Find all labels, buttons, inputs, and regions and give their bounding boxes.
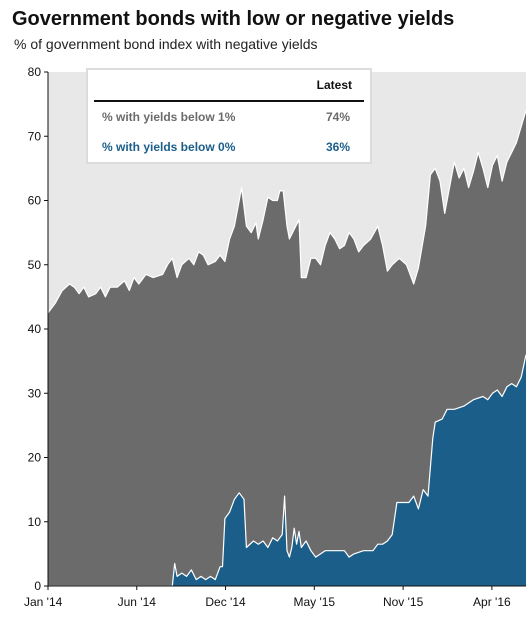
x-tick-label: Dec '14: [205, 595, 246, 609]
y-tick-label: 50: [28, 258, 42, 272]
series-area-below-1pct: [48, 110, 526, 586]
x-tick-label: Nov '15: [383, 595, 424, 609]
y-tick-label: 80: [28, 65, 42, 79]
x-tick-label: May '15: [293, 595, 335, 609]
x-tick-label: Jun '14: [118, 595, 157, 609]
legend-header: Latest: [316, 78, 352, 92]
series-line-below-1pct: [47, 110, 527, 314]
legend-label-below-1pct: % with yields below 1%: [102, 110, 236, 124]
legend: Latest % with yields below 1% 74% % with…: [86, 68, 372, 164]
chart-subtitle: % of government bond index with negative…: [14, 36, 318, 52]
y-tick-label: 0: [34, 579, 41, 593]
y-tick-label: 60: [28, 194, 42, 208]
y-tick-label: 20: [28, 451, 42, 465]
series-layer: [47, 110, 527, 587]
y-tick-label: 40: [28, 322, 42, 336]
y-tick-label: 30: [28, 386, 42, 400]
axis-layer: 0 10 20 30 40 50 60 70 80 Jan '14 Jun '14 Dec '14 Ma…: [24, 65, 526, 609]
legend-label-below-0pct: % with yields below 0%: [102, 140, 236, 154]
y-tick-label: 70: [28, 129, 42, 143]
x-tick-label: Apr '16: [473, 595, 511, 609]
legend-value-below-1pct: 74%: [325, 110, 350, 124]
x-tick-label: Jan '14: [24, 595, 63, 609]
legend-divider: [94, 100, 364, 102]
legend-row-below-0pct: % with yields below 0% 36%: [102, 140, 350, 160]
series-line-below-0pct: [48, 354, 527, 587]
series-area-below-0pct: [48, 354, 526, 586]
chart-title: Government bonds with low or negative yi…: [12, 8, 455, 30]
legend-row-below-1pct: % with yields below 1% 74%: [102, 110, 350, 130]
legend-value-below-0pct: 36%: [325, 140, 350, 154]
y-tick-label: 10: [28, 515, 42, 529]
